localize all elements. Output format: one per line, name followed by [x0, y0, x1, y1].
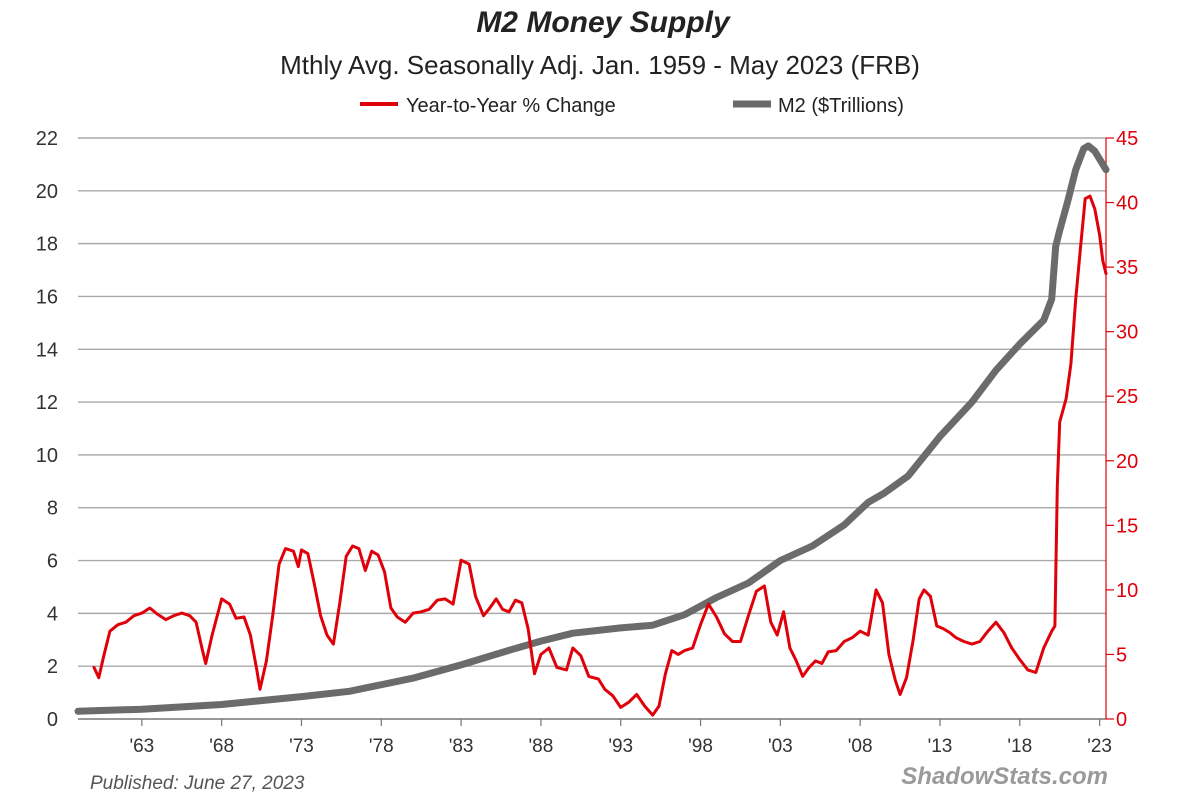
right-tick-label: 10: [1116, 580, 1138, 602]
left-tick-label: 18: [36, 234, 58, 256]
x-tick-label: '63: [129, 736, 154, 757]
x-tick-label: '73: [289, 736, 314, 757]
x-tick-label: '88: [529, 736, 554, 757]
left-tick-label: 20: [36, 181, 58, 203]
x-tick-label: '03: [768, 736, 793, 757]
x-tick-label: '68: [209, 736, 234, 757]
right-tick-label: 15: [1116, 515, 1138, 537]
x-tick-label: '18: [1007, 736, 1032, 757]
right-tick-label: 0: [1116, 709, 1127, 731]
left-tick-label: 4: [47, 603, 58, 625]
left-tick-label: 16: [36, 286, 58, 308]
x-tick-label: '08: [848, 736, 873, 757]
legend-label-yoy: Year-to-Year % Change: [406, 95, 616, 117]
left-tick-label: 12: [36, 392, 58, 414]
left-tick-label: 8: [47, 498, 58, 520]
series-line-yoy-change: [92, 194, 1108, 717]
brand-watermark: ShadowStats.com: [901, 763, 1108, 790]
left-tick-label: 0: [47, 709, 58, 731]
x-tick-label: '23: [1087, 736, 1112, 757]
legend-label-m2: M2 ($Trillions): [778, 95, 904, 117]
series-line-m2: [74, 142, 1110, 715]
x-tick-label: '83: [449, 736, 474, 757]
left-axis-ticks: 0 2 4 6 8 10 12 14 16 18 20 22: [36, 128, 58, 731]
legend: Year-to-Year % Change M2 ($Trillions): [360, 95, 904, 117]
left-tick-label: 22: [36, 128, 58, 150]
x-tick-label: '93: [608, 736, 633, 757]
right-tick-label: 45: [1116, 128, 1138, 150]
right-tick-label: 35: [1116, 257, 1138, 279]
grid: [78, 137, 1106, 720]
published-date: Published: June 27, 2023: [90, 773, 305, 794]
x-tick-label: '13: [928, 736, 953, 757]
left-tick-label: 2: [47, 656, 58, 678]
x-axis-ticks: '63 '68 '73 '78 '83 '88 '93 '98 '03 '08 '13 '18 '23: [129, 719, 1112, 757]
x-tick-label: '98: [688, 736, 713, 757]
right-tick-label: 40: [1116, 193, 1138, 215]
right-tick-label: 5: [1116, 644, 1127, 666]
right-tick-label: 20: [1116, 451, 1138, 473]
x-tick-label: '78: [369, 736, 394, 757]
left-tick-label: 14: [36, 339, 58, 361]
right-axis-ticks: 0 5 10 15 20 25 30 35 40 45: [1105, 128, 1138, 731]
left-tick-label: 6: [47, 551, 58, 573]
chart-title: M2 Money Supply: [476, 6, 731, 39]
right-tick-label: 30: [1116, 322, 1138, 344]
right-tick-label: 25: [1116, 386, 1138, 408]
left-tick-label: 10: [36, 445, 58, 467]
series-layer: [74, 142, 1110, 717]
chart-subtitle: Mthly Avg. Seasonally Adj. Jan. 1959 - M…: [280, 50, 920, 80]
